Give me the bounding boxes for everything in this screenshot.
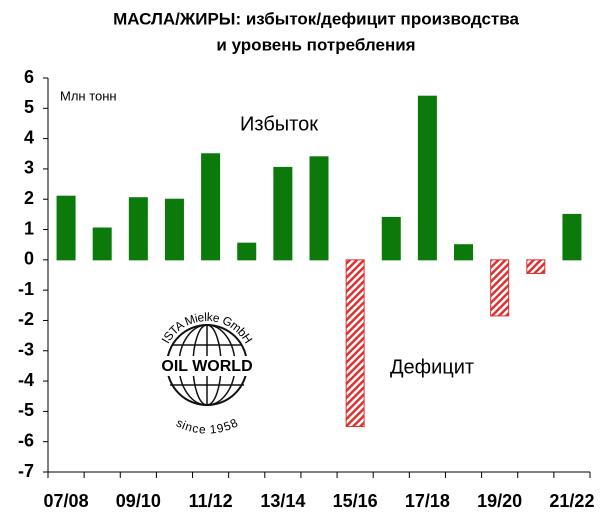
y-tick-label: -7 [18, 461, 34, 481]
unit-label: Млн тонн [60, 88, 117, 103]
x-tick-label: 15/16 [333, 491, 378, 511]
bar [562, 213, 582, 261]
y-tick-label: -2 [18, 309, 34, 329]
y-tick-label: 5 [24, 97, 34, 117]
y-tick-label: 2 [24, 188, 34, 208]
bar [164, 198, 184, 261]
chart-title: и уровень потребления [216, 35, 415, 54]
bar [345, 259, 365, 428]
bar [454, 244, 474, 261]
x-tick-label: 17/18 [405, 491, 450, 511]
x-tick-label: 13/14 [260, 491, 305, 511]
bar [56, 195, 76, 261]
logo-since-path: since 1958 [174, 416, 240, 437]
bar [201, 153, 221, 261]
bar [526, 259, 546, 274]
y-tick-label: -1 [18, 279, 34, 299]
y-tick-label: 0 [24, 249, 34, 269]
bar [490, 259, 510, 317]
annotation: Избыток [240, 113, 318, 135]
y-tick-label: 6 [24, 67, 34, 87]
y-tick-label: -5 [18, 400, 34, 420]
chart-title: МАСЛА/ЖИРЫ: избыток/дефицит производства [113, 9, 519, 28]
y-tick-label: -4 [18, 370, 34, 390]
y-tick-label: -3 [18, 340, 34, 360]
y-tick-label: 1 [24, 218, 34, 238]
x-tick-label: 21/22 [549, 491, 594, 511]
y-tick-label: -6 [18, 430, 34, 450]
annotation: Дефицит [390, 356, 474, 378]
bar [92, 227, 112, 261]
x-tick-label: 09/10 [116, 491, 161, 511]
y-tick-label: 3 [24, 158, 34, 178]
logo-name: OIL WORLD [161, 358, 252, 375]
bar [417, 95, 437, 261]
x-tick-label: 19/20 [477, 491, 522, 511]
bar [128, 197, 148, 261]
x-tick-label: 07/08 [44, 491, 89, 511]
bar [309, 156, 329, 261]
bar [381, 216, 401, 261]
bar [237, 242, 257, 261]
bar [273, 166, 293, 261]
x-tick-label: 11/12 [189, 491, 233, 511]
logo: OIL WORLD ISTA Mielke GmbH since 1958 [150, 310, 264, 437]
logo-since: since 1958 [174, 416, 240, 437]
y-tick-label: 4 [24, 127, 34, 147]
